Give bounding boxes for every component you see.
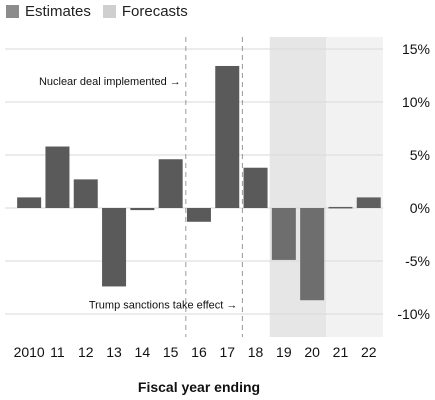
x-tick-label: 22 [361,344,377,360]
x-tick-label: 15 [163,344,179,360]
bar-2010 [17,197,42,208]
y-tick-labels: 15% 10% 5% 0% -5% -10% [397,41,430,322]
y-tick-label: 5% [410,147,430,163]
x-tick-label: 19 [276,344,292,360]
x-tick-label: 21 [333,344,349,360]
bar-22 [356,197,381,208]
y-tick-label: 15% [402,41,430,57]
y-tick-label: -10% [397,306,430,322]
forecasts-band [326,37,383,337]
annotation-label: Trump sanctions take effect → [89,299,238,311]
bar-17 [215,65,240,209]
x-tick-label: 13 [106,344,122,360]
x-tick-label: 12 [78,344,94,360]
legend: Estimates Forecasts [6,3,200,20]
bar-21 [328,206,353,209]
legend-label-forecasts: Forecasts [121,3,188,20]
x-tick-label: 17 [219,344,235,360]
x-tick-labels: 2010 11 12 13 14 15 16 17 18 19 20 21 22 [14,344,377,360]
legend-item-forecasts: Forecasts [102,3,188,20]
bar-19 [271,208,296,260]
bar-13 [102,208,127,287]
x-tick-label: 14 [135,344,151,360]
legend-label-estimates: Estimates [25,3,91,20]
bar-15 [158,159,183,208]
bar-11 [45,146,70,208]
x-tick-label: 20 [304,344,320,360]
y-tick-label: -5% [405,253,430,269]
shaded-bands [269,37,383,337]
bar-16 [186,208,211,222]
bar-18 [243,167,268,208]
y-tick-label: 10% [402,94,430,110]
x-axis-label: Fiscal year ending [138,379,260,395]
annotations: Nuclear deal implemented → Trump sanction… [39,76,237,312]
legend-item-estimates: Estimates [6,3,91,20]
x-tick-label: 18 [248,344,264,360]
event-lines [185,37,243,337]
bar-20 [300,208,325,301]
bar-12 [73,179,98,208]
x-tick-label: 11 [50,344,65,360]
x-tick-label: 2010 [14,344,45,360]
legend-swatch-forecasts [102,5,116,18]
legend-swatch-estimates [6,5,19,18]
y-tick-label: 0% [410,200,430,216]
x-tick-label: 16 [191,344,207,360]
annotation-label: Nuclear deal implemented → [39,76,181,88]
bars [17,65,381,301]
bar-14 [130,208,155,211]
